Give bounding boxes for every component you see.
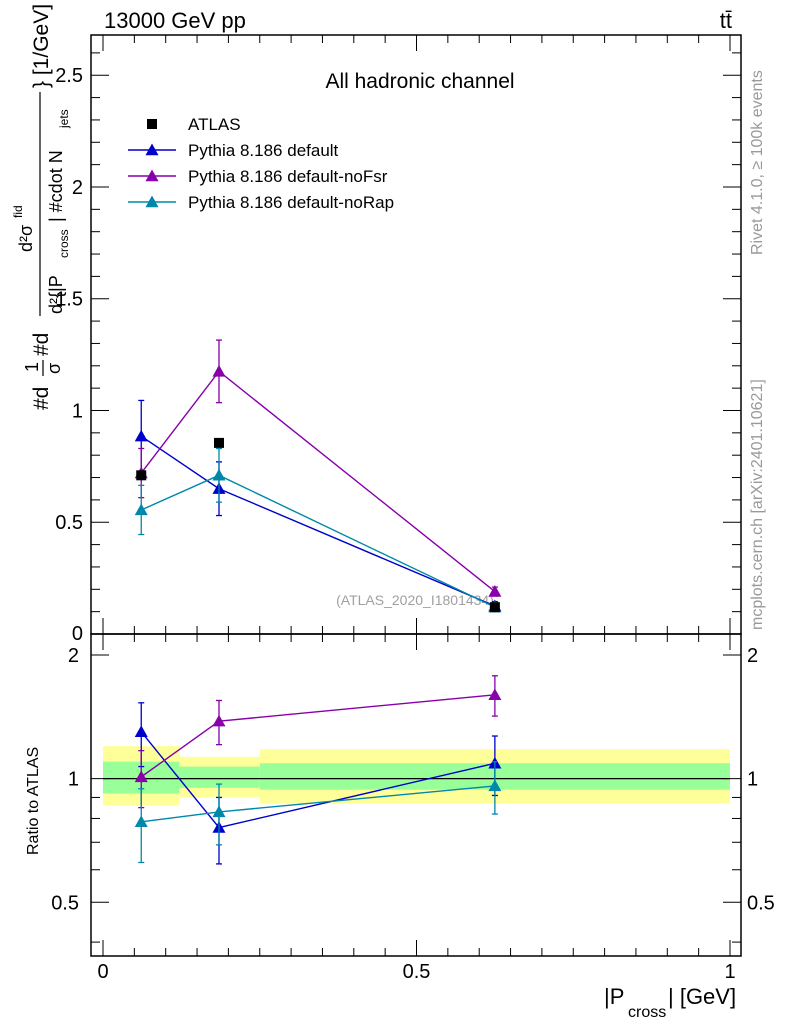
y-tick-label: 1	[72, 400, 83, 422]
data-point-default	[134, 429, 148, 442]
rivet-label: Rivet 4.1.0, ≥ 100k events	[749, 70, 766, 255]
xlabel-main: |P	[604, 984, 624, 1009]
y-tick-label-zero: 0	[72, 623, 83, 645]
y-tick-label: 1.5	[55, 289, 83, 311]
legend-marker-default	[145, 143, 159, 156]
ratio-point-noFsr	[212, 714, 226, 727]
y-tick-label: 2	[72, 177, 83, 199]
ratio-y-tick-label-right: 1	[747, 769, 758, 791]
watermark: (ATLAS_2020_I1801434)	[336, 592, 494, 608]
x-tick-label: 0.5	[403, 961, 431, 983]
legend: ATLAS Pythia 8.186 default Pythia 8.186 de…	[128, 115, 394, 212]
x-axis-label: |P cross | [GeV]	[604, 984, 736, 1021]
ylabel-big-num-sup: fid	[11, 205, 25, 218]
legend-marker-data	[147, 119, 157, 129]
legend-marker-noRap	[145, 195, 159, 208]
ylabel-frac-num: 1	[22, 362, 42, 372]
svg-text:#d: #d	[30, 387, 53, 410]
series-line-default	[140, 435, 496, 607]
legend-entry-noRap: Pythia 8.186 default-noRap	[128, 193, 394, 212]
main-panel: All hadronic channel (ATLAS_2020_I180143…	[55, 34, 742, 645]
data-point-noRap	[212, 468, 226, 481]
legend-label-noFsr: Pythia 8.186 default-noFsr	[188, 167, 388, 186]
mcplots-label: mcplots.cern.ch [arXiv:2401.10621]	[749, 379, 766, 630]
data-point-data	[489, 602, 500, 613]
data-point-noFsr	[212, 364, 226, 377]
ratio-y-tick-label-right: 0.5	[747, 892, 775, 914]
data-point-data	[213, 437, 224, 448]
ylabel-frac-den: σ	[44, 363, 64, 374]
ylabel-big-den-a: d²{|P	[46, 275, 66, 314]
ylabel-big-den-b: | #cdot N	[46, 150, 66, 222]
data-point-data	[136, 470, 147, 481]
x-tick-label: 1	[724, 961, 735, 983]
ratio-panel: 0.5 0.5 1 1 2 2 0 0.5 1	[51, 633, 775, 983]
ylabel-big-den-sub2: jets	[57, 109, 71, 129]
main-ylabel: #d 1 σ #d d²σ fid d²{|P cross | #cdot N …	[11, 4, 71, 410]
ratio-point-noRap	[488, 779, 502, 792]
ratio-y-tick-label: 1	[68, 769, 79, 791]
series-data	[136, 437, 500, 613]
legend-label-noRap: Pythia 8.186 default-noRap	[188, 193, 394, 212]
ratio-point-noFsr	[488, 688, 502, 701]
legend-entry-default: Pythia 8.186 default	[128, 141, 339, 160]
series-default	[134, 399, 502, 612]
ylabel-mid: #d	[30, 333, 53, 356]
ratio-point-noRap	[212, 805, 226, 818]
data-point-noRap	[134, 503, 148, 516]
y-tick-label: 2.5	[55, 65, 83, 87]
x-tick-label: 0	[97, 961, 108, 983]
ratio-y-tick-label-right: 2	[747, 645, 758, 667]
main-title: All hadronic channel	[325, 70, 514, 93]
ylabel-right: } [1/GeV]	[30, 4, 53, 88]
ratio-point-noFsr	[134, 770, 148, 783]
ratio-y-tick-label: 0.5	[51, 892, 79, 914]
uncertainty-band-inner	[179, 766, 260, 788]
series-line-noRap	[140, 474, 496, 608]
ratio-point-noRap	[134, 815, 148, 828]
process-label: tt̄	[720, 8, 732, 33]
energy-label: 13000 GeV pp	[104, 8, 246, 33]
legend-marker-noFsr	[145, 169, 159, 182]
y-tick-label: 0.5	[55, 512, 83, 534]
legend-entry-data: ATLAS	[147, 115, 241, 134]
ratio-point-default	[134, 725, 148, 738]
legend-label-default: Pythia 8.186 default	[188, 141, 339, 160]
legend-label-data: ATLAS	[188, 115, 241, 134]
xlabel-sub: cross	[628, 1004, 666, 1021]
series-line-noFsr	[140, 370, 496, 593]
ratio-series-noRap	[134, 760, 502, 864]
ratio-y-tick-label: 2	[68, 645, 79, 667]
data-point-noFsr	[488, 585, 502, 597]
ylabel-left: #d	[30, 387, 53, 410]
legend-entry-noFsr: Pythia 8.186 default-noFsr	[128, 167, 388, 186]
xlabel-end: | [GeV]	[668, 984, 736, 1009]
ylabel-big-num: d²σ	[16, 225, 36, 252]
ratio-ylabel: Ratio to ATLAS	[25, 747, 42, 855]
ylabel-big-den-sub: cross	[57, 229, 71, 258]
